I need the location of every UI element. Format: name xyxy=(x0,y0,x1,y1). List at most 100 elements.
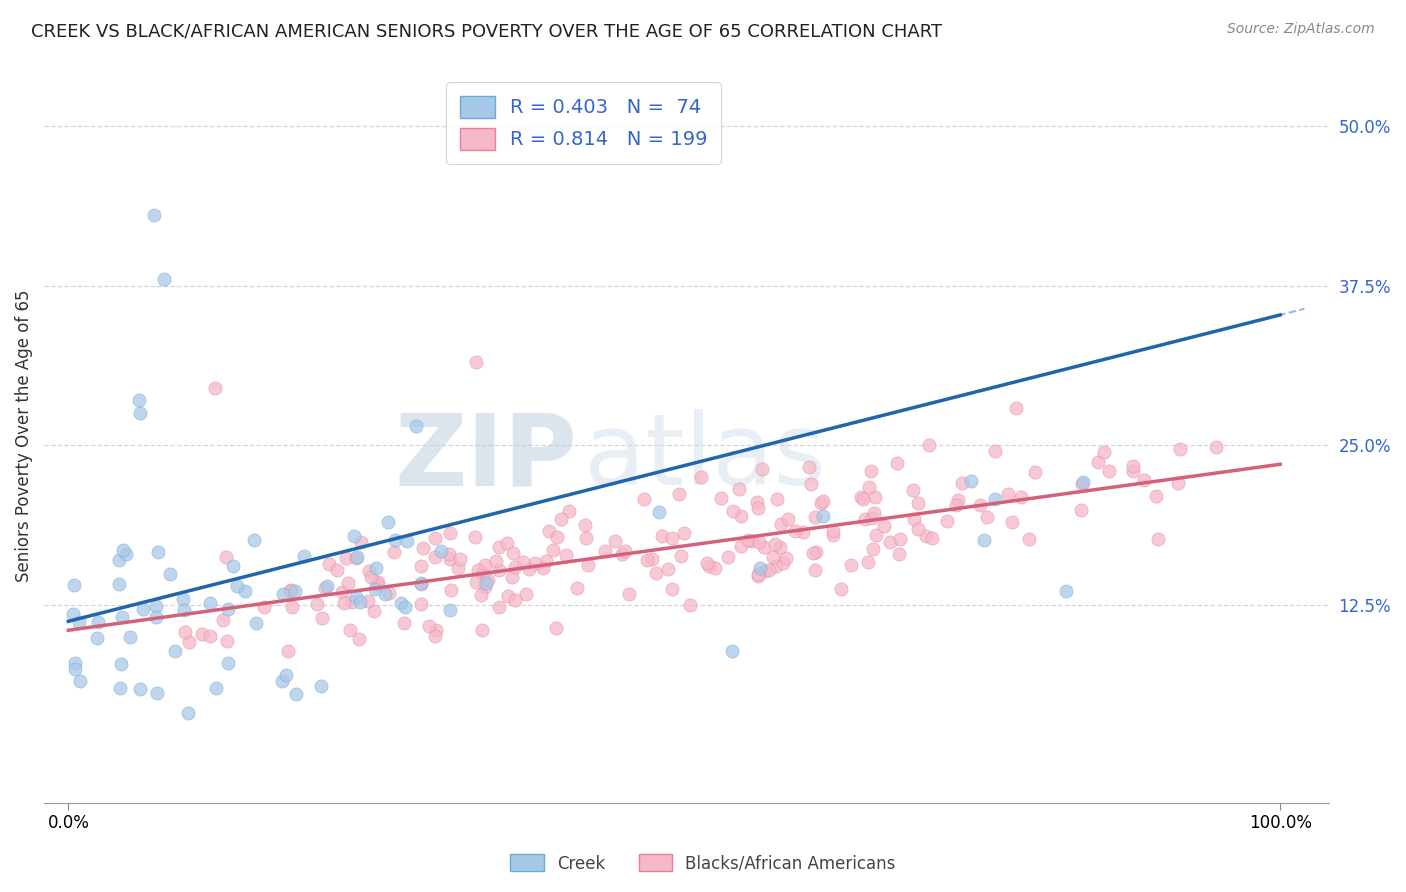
Point xyxy=(862,507,884,521)
Legend: R = 0.403   N =  74, R = 0.814   N = 199: R = 0.403 N = 74, R = 0.814 N = 199 xyxy=(446,82,721,164)
Point xyxy=(343,529,366,543)
Point xyxy=(1087,455,1109,469)
Point xyxy=(309,679,332,693)
Point xyxy=(776,512,799,526)
Point xyxy=(418,619,440,633)
Point xyxy=(800,476,823,491)
Point xyxy=(524,557,547,571)
Point xyxy=(439,602,461,616)
Point xyxy=(429,544,451,558)
Point xyxy=(204,381,226,395)
Point xyxy=(747,500,769,515)
Point xyxy=(565,581,588,595)
Point xyxy=(907,521,929,535)
Point xyxy=(176,706,198,721)
Point xyxy=(730,509,752,524)
Point xyxy=(173,603,195,617)
Point xyxy=(1071,475,1094,489)
Point xyxy=(973,533,995,547)
Point xyxy=(550,512,572,526)
Point xyxy=(1024,465,1046,479)
Point xyxy=(475,576,498,591)
Point xyxy=(1122,464,1144,478)
Point xyxy=(465,355,488,369)
Point xyxy=(1133,473,1156,487)
Point xyxy=(1098,464,1121,478)
Point xyxy=(668,487,690,501)
Point xyxy=(118,630,141,644)
Point xyxy=(889,532,911,546)
Point xyxy=(851,492,873,507)
Point xyxy=(747,566,769,581)
Point xyxy=(765,558,787,573)
Point xyxy=(474,558,496,572)
Point xyxy=(67,615,90,630)
Point xyxy=(200,629,222,643)
Text: ZIP: ZIP xyxy=(394,409,578,506)
Point xyxy=(704,560,727,574)
Point xyxy=(340,595,363,609)
Point xyxy=(447,561,470,575)
Point xyxy=(110,681,132,695)
Point xyxy=(671,549,693,563)
Point xyxy=(339,624,361,638)
Point xyxy=(657,562,679,576)
Point xyxy=(804,544,827,558)
Point xyxy=(245,616,267,631)
Point xyxy=(474,581,496,595)
Point xyxy=(439,525,461,540)
Point xyxy=(349,595,371,609)
Point xyxy=(803,563,825,577)
Point xyxy=(546,530,568,544)
Point xyxy=(392,615,415,630)
Point xyxy=(862,541,884,556)
Point xyxy=(641,552,664,566)
Point xyxy=(485,553,508,567)
Point xyxy=(661,582,683,597)
Point xyxy=(471,566,494,580)
Point xyxy=(363,604,385,618)
Point xyxy=(512,555,534,569)
Point xyxy=(177,635,200,649)
Text: Source: ZipAtlas.com: Source: ZipAtlas.com xyxy=(1227,22,1375,37)
Point xyxy=(172,591,194,606)
Point xyxy=(470,588,492,602)
Point xyxy=(865,528,887,542)
Point xyxy=(87,615,110,629)
Point xyxy=(465,574,488,589)
Point xyxy=(748,535,770,549)
Point xyxy=(544,621,567,635)
Point xyxy=(1001,515,1024,529)
Point xyxy=(644,566,666,581)
Point xyxy=(769,517,792,532)
Point xyxy=(502,545,524,559)
Point xyxy=(918,438,941,452)
Point xyxy=(86,631,108,645)
Point xyxy=(887,547,910,561)
Point xyxy=(204,681,226,695)
Point xyxy=(721,504,744,518)
Point xyxy=(969,498,991,512)
Point xyxy=(233,583,256,598)
Point xyxy=(543,542,565,557)
Point xyxy=(409,597,432,611)
Point xyxy=(610,547,633,561)
Point xyxy=(810,495,832,509)
Point xyxy=(679,598,702,612)
Point xyxy=(960,474,983,488)
Point xyxy=(129,406,152,420)
Point xyxy=(350,534,373,549)
Point xyxy=(242,533,264,548)
Point xyxy=(839,558,862,572)
Point xyxy=(159,566,181,581)
Point xyxy=(128,681,150,696)
Point xyxy=(217,602,239,616)
Point xyxy=(1167,475,1189,490)
Point xyxy=(488,541,510,555)
Point xyxy=(344,551,367,566)
Point xyxy=(277,644,299,658)
Point xyxy=(710,491,733,505)
Point xyxy=(797,460,820,475)
Point xyxy=(762,550,785,565)
Point xyxy=(409,577,432,591)
